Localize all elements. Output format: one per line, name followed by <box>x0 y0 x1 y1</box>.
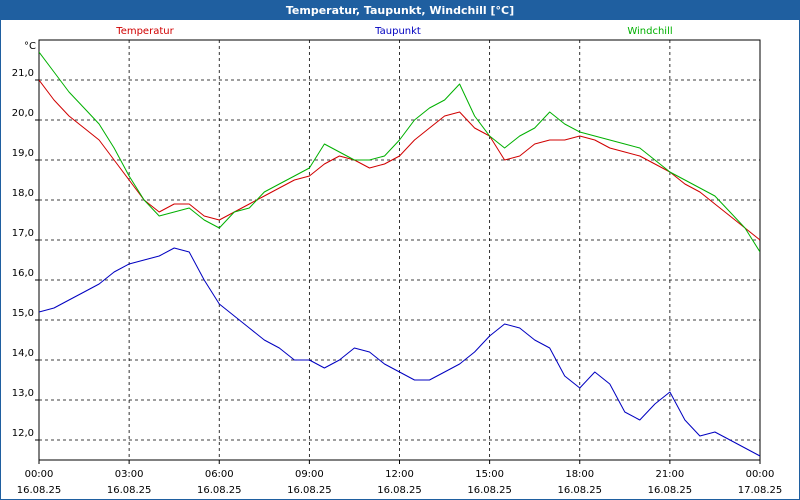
x-tick-time-label: 12:00 <box>385 469 414 480</box>
legend: Temperatur Taupunkt Windchill <box>115 26 672 37</box>
y-tick-label: 18,0 <box>12 188 34 199</box>
y-axis-unit-label: °C <box>24 41 36 52</box>
x-tick-date-label: 16.08.25 <box>648 485 693 496</box>
legend-label-taupunkt: Taupunkt <box>374 26 421 37</box>
y-tick-label: 17,0 <box>12 228 34 239</box>
grid-lines <box>39 40 760 460</box>
x-tick-date-label: 16.08.25 <box>467 485 512 496</box>
y-tick-label: 20,0 <box>12 108 34 119</box>
x-tick-date-label: 16.08.25 <box>557 485 602 496</box>
legend-label-temperatur: Temperatur <box>115 26 174 37</box>
y-tick-label: 21,0 <box>12 68 34 79</box>
y-tick-label: 14,0 <box>12 348 34 359</box>
x-tick-date-label: 17.08.25 <box>738 485 783 496</box>
series-line-temperatur <box>39 79 760 241</box>
x-tick-date-label: 16.08.25 <box>17 485 62 496</box>
series-lines <box>39 51 760 457</box>
x-tick-date-label: 16.08.25 <box>107 485 152 496</box>
x-tick-time-label: 06:00 <box>205 469 234 480</box>
y-tick-label: 13,0 <box>12 388 34 399</box>
series-line-taupunkt <box>39 247 760 457</box>
y-tick-label: 15,0 <box>12 308 34 319</box>
x-tick-time-label: 03:00 <box>115 469 144 480</box>
x-tick-date-label: 16.08.25 <box>377 485 422 496</box>
x-tick-time-label: 18:00 <box>565 469 594 480</box>
y-tick-label: 16,0 <box>12 268 34 279</box>
y-tick-label: 12,0 <box>12 428 34 439</box>
x-tick-time-label: 09:00 <box>295 469 324 480</box>
x-tick-time-label: 00:00 <box>746 469 775 480</box>
x-tick-date-label: 16.08.25 <box>287 485 332 496</box>
x-tick-time-label: 21:00 <box>655 469 684 480</box>
x-tick-time-label: 00:00 <box>25 469 54 480</box>
series-line-windchill <box>39 51 760 253</box>
x-tick-date-label: 16.08.25 <box>197 485 242 496</box>
x-axis-ticks: 00:00 16.08.25 03:00 16.08.25 06:00 16.08.25 0… <box>17 460 783 496</box>
y-tick-label: 19,0 <box>12 148 34 159</box>
window-title: Temperatur, Taupunkt, Windchill [°C] <box>1 1 799 20</box>
y-axis-ticks: 12,0 13,0 14,0 15,0 16,0 17,0 18,0 19,0 20,0 21,0 <box>12 68 39 441</box>
legend-label-windchill: Windchill <box>627 26 672 37</box>
x-tick-time-label: 15:00 <box>475 469 504 480</box>
